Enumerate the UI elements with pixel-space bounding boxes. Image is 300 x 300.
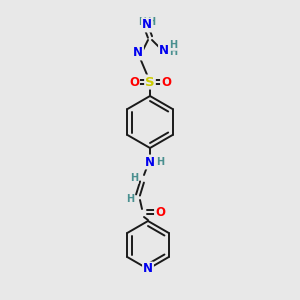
Text: N: N xyxy=(159,44,169,56)
Text: N: N xyxy=(133,46,143,59)
Text: O: O xyxy=(129,76,139,88)
Text: H: H xyxy=(138,17,146,27)
Text: N: N xyxy=(145,155,155,169)
Text: H: H xyxy=(169,40,177,50)
Text: N: N xyxy=(143,262,153,275)
Text: N: N xyxy=(142,19,152,32)
Text: O: O xyxy=(155,206,165,218)
Text: O: O xyxy=(161,76,171,88)
Text: H: H xyxy=(156,157,164,167)
Text: H: H xyxy=(130,173,138,183)
Text: H: H xyxy=(147,17,155,27)
Text: H: H xyxy=(126,194,134,204)
Text: H: H xyxy=(169,47,177,57)
Text: S: S xyxy=(145,76,155,88)
